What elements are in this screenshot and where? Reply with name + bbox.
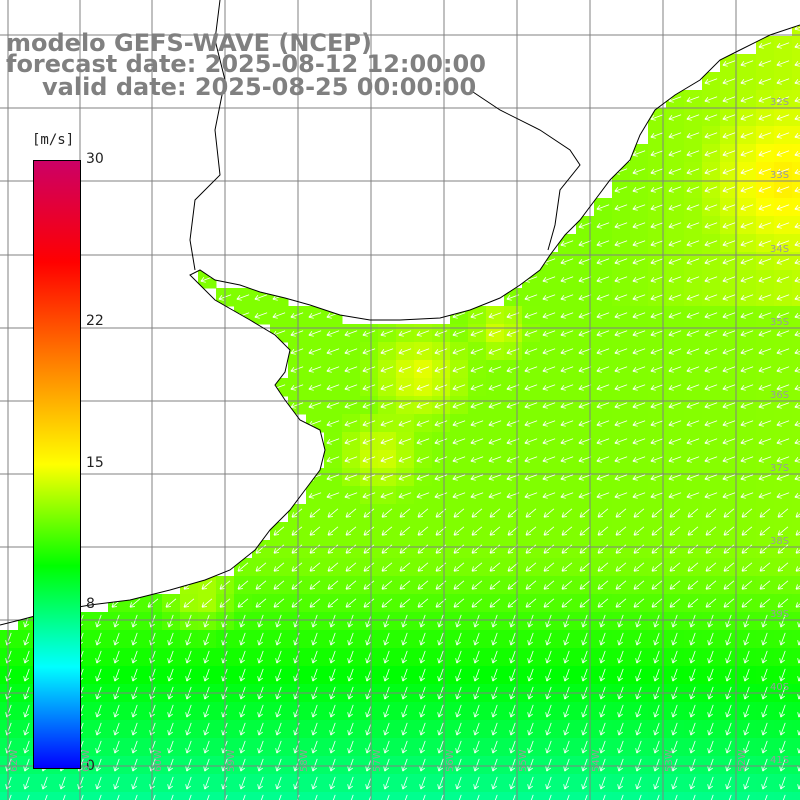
latitude-label: 37S — [770, 463, 790, 474]
colorbar-unit: [m/s] — [32, 132, 75, 148]
latitude-label: 35S — [770, 317, 790, 328]
latitude-label: 38S — [770, 536, 790, 547]
latitude-label: 32S — [770, 97, 790, 108]
latitude-label: 33S — [770, 170, 790, 181]
longitude-label: 56W — [445, 749, 456, 772]
longitude-label: 60W — [153, 749, 164, 772]
longitude-label: 52W — [737, 749, 748, 772]
colorbar-tick-label: 8 — [86, 596, 95, 613]
coastline — [0, 0, 800, 626]
latitude-label: 39S — [770, 609, 790, 620]
valid-date: valid date: 2025-08-25 00:00:00 — [42, 73, 477, 101]
longitude-label: 59W — [226, 749, 237, 772]
land-mass — [0, 0, 800, 625]
latitude-label: 34S — [770, 244, 790, 255]
latitude-label: 36S — [770, 390, 790, 401]
longitude-label: 55W — [518, 749, 529, 772]
longitude-label: 61W — [81, 749, 92, 772]
latitude-label: 41S — [770, 755, 790, 766]
longitude-label: 53W — [664, 749, 675, 772]
longitude-label: 62W — [9, 749, 20, 772]
longitude-label: 58W — [299, 749, 310, 772]
colorbar-tick-label: 22 — [86, 312, 104, 329]
longitude-label: 54W — [591, 749, 602, 772]
model-title: modelo GEFS-WAVE (NCEP) — [6, 29, 372, 57]
colorbar-tick-label: 15 — [86, 454, 104, 471]
longitude-label: 57W — [372, 749, 383, 772]
colorbar — [33, 160, 81, 769]
colorbar-tick-label: 30 — [86, 151, 104, 167]
latitude-label: 40S — [770, 682, 790, 693]
forecast-date: forecast date: 2025-08-12 12:00:00 — [6, 50, 486, 78]
colorbar-tick-label: 0 — [86, 758, 95, 774]
